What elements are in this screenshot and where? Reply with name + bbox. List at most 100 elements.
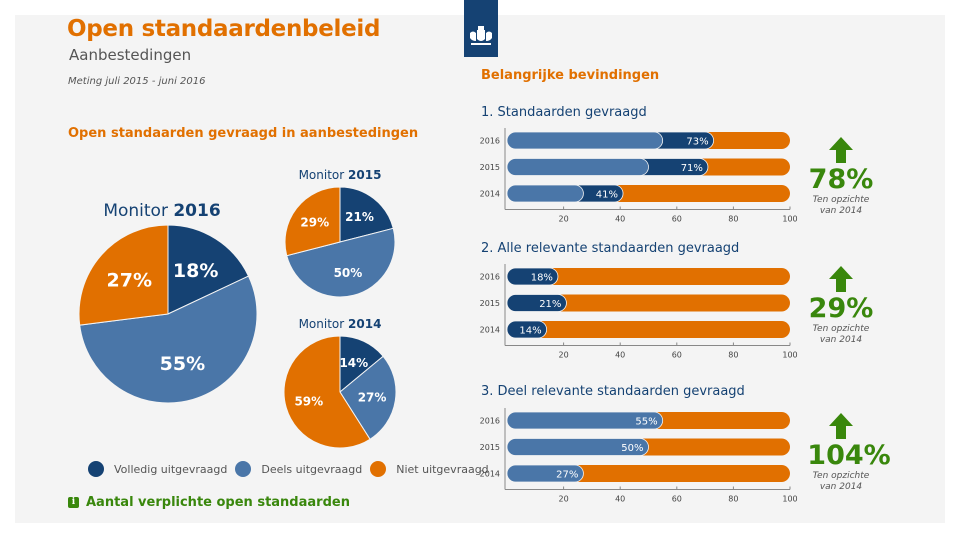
bar-segment-deels-uitgevraagd: [506, 438, 649, 456]
pie-2016-title: Monitor 2016: [103, 201, 220, 221]
change-value: 78%: [808, 164, 874, 195]
government-logo: [464, 0, 498, 57]
bar-segment-rest: [507, 321, 790, 338]
category-label: 2015: [480, 299, 500, 308]
bar-segment-deels-uitgevraagd: [506, 184, 584, 203]
legend-swatch: [235, 461, 252, 477]
pie2015-chart: 21% 50% 29%: [284, 186, 396, 298]
page-subtitle: Aanbestedingen: [69, 46, 192, 64]
pie-slice-volledig-uitgevraagd: [339, 186, 394, 243]
x-tick-label: 100: [782, 351, 797, 360]
x-tick-label: 40: [615, 351, 625, 360]
bar1-chart: 20 40 60 80 100 2016 73% 2015 71% 2014 41%: [480, 128, 798, 224]
pie-title-prefix: Monitor: [103, 201, 168, 221]
bar-segment-deels-uitgevraagd: [506, 464, 584, 483]
bar-chart-2-title: 2. Alle relevante standaarden gevraagd: [481, 241, 740, 256]
pie-slice-deels-uitgevraagd: [79, 275, 258, 404]
pie-slice-deels-uitgevraagd: [339, 355, 397, 440]
x-tick-label: 40: [615, 215, 625, 224]
category-label: 2015: [480, 163, 500, 172]
legend-swatch: [88, 461, 104, 477]
pie-slice-label: 59%: [294, 394, 323, 408]
legend-label: Niet uitgevraagd: [396, 462, 489, 476]
change-value: 29%: [808, 293, 874, 324]
findings-heading: Belangrijke bevindingen: [481, 68, 660, 83]
change-note-line2: van 2014: [819, 335, 863, 345]
pie-title-prefix: Monitor: [298, 168, 345, 182]
bar-value-label: 71%: [681, 163, 703, 174]
arrow-up-icon: [829, 266, 853, 292]
x-tick-label: 100: [782, 495, 797, 504]
x-tick-label: 80: [728, 495, 738, 504]
pie-slice-volledig-uitgevraagd: [167, 224, 250, 315]
change-indicator-1: 78% Ten opzichte van 2014: [796, 135, 886, 217]
legend-item-deels: Deels uitgevraagd: [235, 461, 362, 477]
pie-slice-label: 27%: [358, 390, 387, 404]
coat-of-arms-icon: [470, 26, 492, 45]
pie2014-chart: 14% 27% 59%: [283, 335, 397, 449]
change-value: 104%: [807, 440, 891, 471]
x-tick-label: 20: [559, 215, 569, 224]
category-label: 2014: [480, 326, 500, 335]
info-icon: i: [68, 497, 79, 508]
pie-section-heading: Open standaarden gevraagd in aanbestedin…: [68, 126, 419, 141]
change-note-line2: van 2014: [819, 206, 863, 216]
pie-slice-deels-uitgevraagd: [286, 227, 396, 298]
category-label: 2015: [480, 443, 500, 452]
change-note-line1: Ten opzichte: [812, 471, 870, 481]
pie-slice-label: 18%: [173, 260, 218, 282]
x-tick-label: 60: [672, 351, 682, 360]
x-tick-label: 60: [672, 215, 682, 224]
pie-slice-label: 27%: [107, 270, 152, 292]
legend: Volledig uitgevraagd Deels uitgevraagd N…: [88, 461, 497, 477]
pie-slice-label: 55%: [160, 353, 205, 375]
category-label: 2016: [480, 417, 500, 426]
bar-chart-1-title: 1. Standaarden gevraagd: [481, 105, 647, 120]
bar-segment-rest: [507, 294, 790, 312]
pie-title-year: 2015: [348, 168, 382, 182]
pie-slice-niet-uitgevraagd: [284, 186, 341, 257]
page-title: Open standaardenbeleid: [67, 16, 381, 42]
bar-segment-volledig-uitgevraagd: [506, 267, 559, 286]
bar-segment-deels-uitgevraagd: [506, 158, 649, 176]
arrow-up-icon: [829, 137, 853, 163]
bar3-chart: 20 40 60 80 100 2016 55% 2015 50% 2014 27%: [480, 408, 798, 504]
category-label: 2014: [480, 470, 500, 479]
x-tick-label: 20: [559, 495, 569, 504]
info-link[interactable]: i Aantal verplichte open standaarden: [68, 495, 350, 510]
x-tick-label: 80: [728, 351, 738, 360]
pie-slice-niet-uitgevraagd: [78, 224, 169, 326]
category-label: 2016: [480, 273, 500, 282]
change-note-line1: Ten opzichte: [812, 195, 870, 205]
x-tick-label: 100: [782, 215, 797, 224]
bar-value-label: 73%: [686, 137, 708, 148]
arrow-up-icon: [829, 413, 853, 439]
pie-title-prefix: Monitor: [298, 317, 345, 331]
pie-title-year: 2014: [348, 317, 382, 331]
bar-value-label: 21%: [539, 299, 561, 310]
measurement-period: Meting juli 2015 - juni 2016: [68, 76, 206, 87]
change-note-line1: Ten opzichte: [812, 324, 870, 334]
bar-value-label: 14%: [519, 326, 541, 337]
bar-segment-rest: [507, 268, 790, 285]
bar-chart-3-title: 3. Deel relevante standaarden gevraagd: [481, 384, 745, 399]
x-tick-label: 80: [728, 215, 738, 224]
pie-slice-label: 21%: [345, 210, 374, 224]
x-tick-label: 40: [615, 495, 625, 504]
pie-2015-title: Monitor 2015: [299, 168, 382, 182]
pie-slice-label: 29%: [300, 216, 329, 230]
legend-swatch: [370, 461, 387, 477]
pie2016-chart: 18% 55% 27%: [78, 224, 258, 404]
legend-item-volledig: Volledig uitgevraagd: [88, 461, 227, 477]
bar-value-label: 27%: [556, 470, 578, 481]
pie-slice-label: 14%: [339, 356, 368, 370]
bar-segment-volledig-uitgevraagd: [506, 294, 567, 312]
pie-title-year: 2016: [173, 201, 221, 221]
bar-value-label: 50%: [621, 443, 643, 454]
change-indicator-2: 29% Ten opzichte van 2014: [796, 264, 886, 346]
category-label: 2014: [480, 190, 500, 199]
bar-segment-deels-uitgevraagd: [506, 411, 664, 430]
pie-slice-label: 50%: [334, 266, 363, 280]
x-tick-label: 20: [559, 351, 569, 360]
